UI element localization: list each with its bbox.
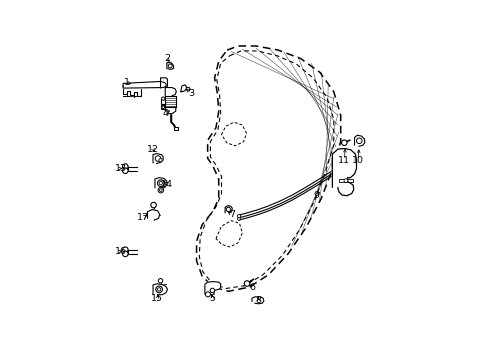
Circle shape bbox=[356, 138, 361, 144]
Circle shape bbox=[158, 187, 163, 193]
Circle shape bbox=[168, 64, 172, 68]
Polygon shape bbox=[166, 63, 173, 69]
Circle shape bbox=[157, 180, 164, 186]
Text: 8: 8 bbox=[255, 296, 261, 305]
Circle shape bbox=[156, 286, 162, 293]
Circle shape bbox=[210, 288, 214, 293]
Text: 12: 12 bbox=[147, 145, 159, 154]
Circle shape bbox=[150, 202, 156, 208]
Circle shape bbox=[122, 251, 128, 257]
Polygon shape bbox=[332, 149, 356, 195]
Text: 14: 14 bbox=[161, 180, 173, 189]
Polygon shape bbox=[181, 85, 186, 92]
Text: 11: 11 bbox=[338, 156, 349, 165]
Text: 6: 6 bbox=[248, 283, 254, 292]
Polygon shape bbox=[123, 89, 141, 96]
Text: 17: 17 bbox=[137, 213, 149, 222]
Circle shape bbox=[226, 207, 230, 212]
Polygon shape bbox=[354, 135, 364, 146]
Text: 5: 5 bbox=[209, 294, 215, 303]
Text: 16: 16 bbox=[115, 247, 127, 256]
Circle shape bbox=[122, 164, 128, 169]
Bar bbox=[174, 127, 178, 130]
Circle shape bbox=[122, 247, 128, 252]
Text: 13: 13 bbox=[115, 164, 127, 173]
Circle shape bbox=[341, 140, 346, 145]
Circle shape bbox=[344, 179, 347, 183]
Bar bbox=[165, 96, 175, 107]
Circle shape bbox=[162, 106, 164, 109]
Text: 3: 3 bbox=[187, 89, 194, 98]
Polygon shape bbox=[123, 81, 166, 88]
Circle shape bbox=[244, 281, 249, 286]
Circle shape bbox=[159, 158, 162, 162]
Circle shape bbox=[122, 168, 128, 174]
Bar bbox=[161, 105, 165, 109]
Circle shape bbox=[162, 97, 164, 100]
Polygon shape bbox=[165, 87, 176, 96]
Polygon shape bbox=[153, 153, 163, 163]
Bar bbox=[339, 179, 352, 183]
Text: 9: 9 bbox=[313, 190, 319, 199]
Polygon shape bbox=[165, 107, 175, 114]
Polygon shape bbox=[204, 282, 220, 294]
Circle shape bbox=[158, 279, 163, 283]
Circle shape bbox=[155, 156, 161, 161]
Text: 4: 4 bbox=[162, 109, 168, 118]
Text: 2: 2 bbox=[163, 54, 169, 63]
Text: 10: 10 bbox=[351, 156, 363, 165]
Text: 7: 7 bbox=[228, 210, 234, 219]
Text: 15: 15 bbox=[151, 294, 163, 303]
Polygon shape bbox=[251, 297, 264, 304]
Circle shape bbox=[237, 217, 240, 220]
Circle shape bbox=[205, 292, 210, 297]
Polygon shape bbox=[224, 206, 232, 213]
Polygon shape bbox=[153, 284, 167, 295]
Polygon shape bbox=[155, 177, 166, 188]
Bar bbox=[161, 99, 165, 104]
Text: 1: 1 bbox=[123, 78, 129, 87]
Polygon shape bbox=[160, 78, 167, 88]
Polygon shape bbox=[147, 210, 160, 220]
Circle shape bbox=[237, 215, 240, 218]
